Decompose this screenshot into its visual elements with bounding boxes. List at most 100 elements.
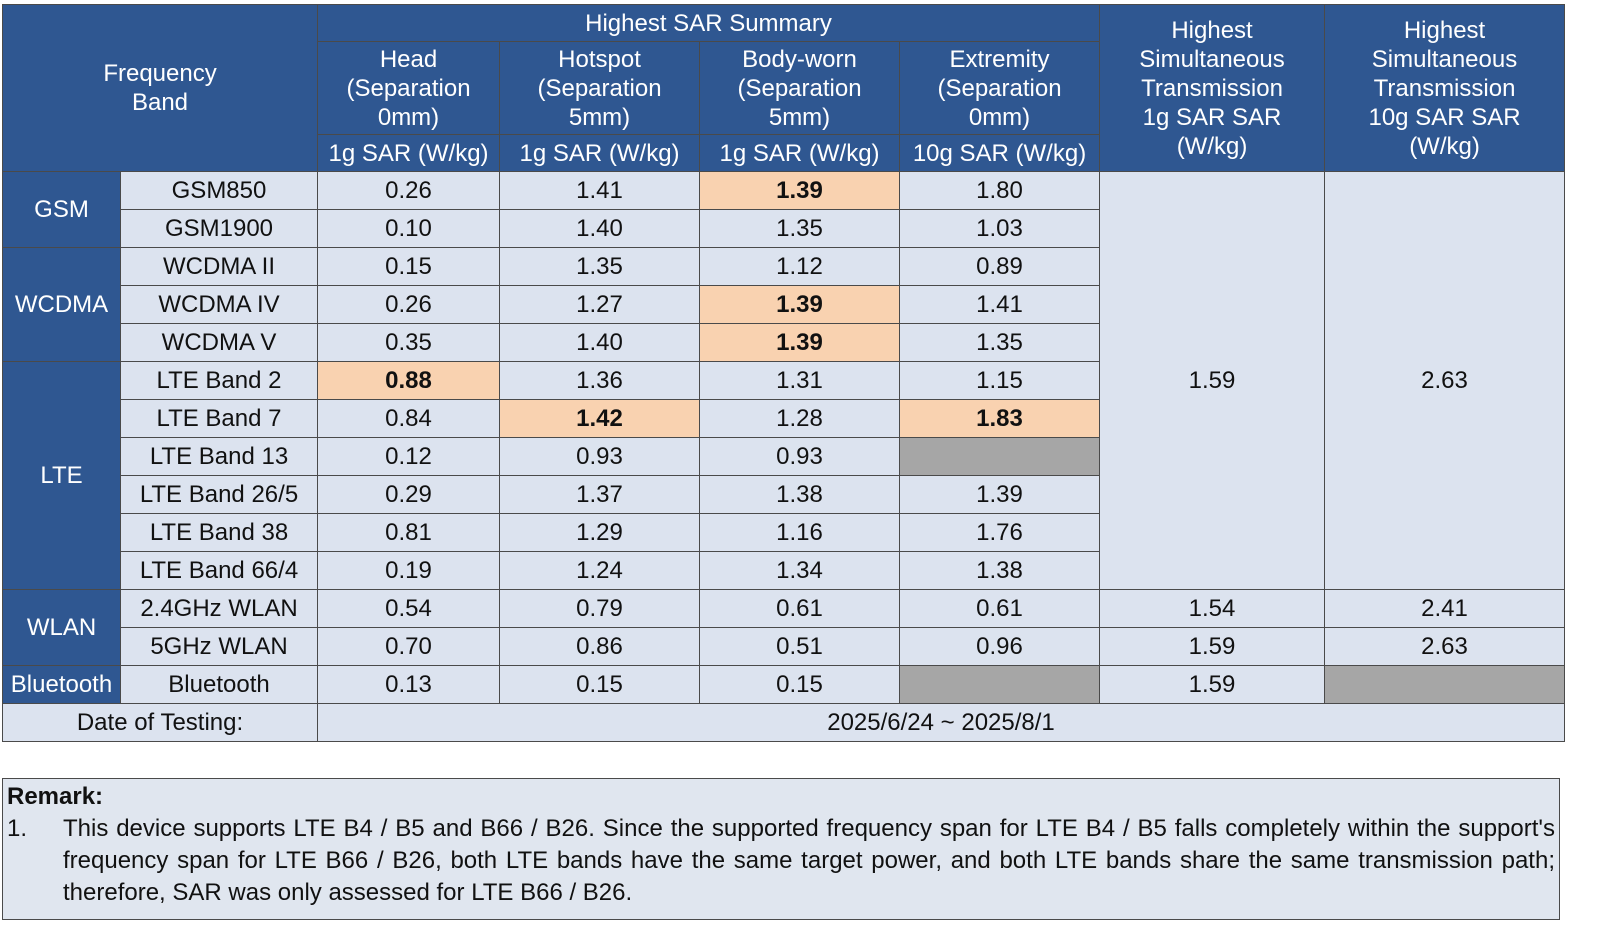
value-cell: 1.40	[499, 209, 701, 248]
value-cell: 1.12	[699, 247, 901, 286]
table-row: GSM1900 0.10 1.40 1.35 1.03	[3, 209, 1565, 248]
header-cell: Head (Separation 0mm)	[317, 41, 501, 135]
value-cell: 1.31	[699, 361, 901, 400]
sim-cell: 2.63	[1324, 171, 1566, 590]
sim-cell: 1.59	[1099, 627, 1326, 666]
band-cell: 2.4GHz WLAN	[119, 589, 319, 628]
header-line: (W/kg)	[1409, 132, 1480, 160]
header-line: Highest	[1403, 16, 1486, 44]
value-cell: 0.81	[317, 513, 501, 552]
sim-cell: 2.41	[1324, 589, 1566, 628]
header-cell: Frequency Band	[1, 4, 319, 172]
header-line: (Separation	[346, 74, 471, 102]
value-cell: 1.36	[499, 361, 701, 400]
group-cell: WLAN	[2, 589, 121, 666]
remark-text: This device supports LTE B4 / B5 and B66…	[63, 815, 1555, 906]
header-line: Highest	[1171, 16, 1253, 44]
header-cell: 1g SAR (W/kg)	[499, 134, 701, 172]
value-cell: 0.86	[499, 627, 701, 666]
header-line: Hotspot	[558, 45, 641, 73]
value-cell: 0.15	[499, 665, 701, 704]
header-cell: Body-worn (Separation 5mm)	[699, 41, 901, 135]
group-cell: WCDMA	[2, 247, 121, 362]
value-cell: 1.24	[499, 551, 701, 590]
value-cell: 0.89	[899, 247, 1101, 286]
empty-cell	[899, 665, 1101, 704]
value-cell: 1.35	[899, 323, 1101, 362]
header-line: 1g SAR SAR	[1142, 103, 1282, 131]
value-cell: 1.76	[899, 513, 1101, 552]
band-cell: WCDMA II	[119, 247, 319, 286]
value-cell: 0.15	[699, 665, 901, 704]
value-cell: 1.29	[499, 513, 701, 552]
table-row: LTE Band 26/5 0.29 1.37 1.38 1.39	[3, 475, 1565, 514]
value-cell: 0.35	[317, 323, 501, 362]
band-cell: Bluetooth	[119, 665, 319, 704]
value-cell: 1.37	[499, 475, 701, 514]
date-value: 2025/6/24 ~ 2025/8/1	[317, 703, 1566, 742]
band-cell: LTE Band 13	[119, 437, 319, 476]
remark-box: Remark: 1. This device supports LTE B4 / B…	[2, 778, 1560, 920]
header-line: 0mm)	[968, 103, 1031, 131]
table-row: WCDMA WCDMA II 0.15 1.35 1.12 0.89	[2, 247, 1565, 362]
value-cell: 0.84	[317, 399, 501, 438]
header-line: Band	[131, 89, 189, 116]
value-cell: 0.54	[317, 589, 501, 628]
value-cell: 1.03	[899, 209, 1101, 248]
table-row: LTE Band 38 0.81 1.29 1.16 1.76	[3, 513, 1565, 552]
header-line: Simultaneous	[1371, 45, 1518, 73]
highlight-cell: 1.39	[699, 323, 901, 362]
value-cell: 0.96	[899, 627, 1101, 666]
value-cell: 0.15	[317, 247, 501, 286]
table-row: WCDMA V 0.35 1.40 1.39 1.35	[3, 323, 1565, 362]
remark-title: Remark:	[7, 783, 104, 810]
value-cell: 1.28	[699, 399, 901, 438]
table-header: Frequency Band Highest SAR Summary Highes…	[1, 4, 1566, 172]
value-cell: 1.35	[699, 209, 901, 248]
header-cell: Highest SAR Summary	[317, 4, 1101, 42]
band-cell: LTE Band 2	[119, 361, 319, 400]
sim-cell: 1.54	[1099, 589, 1326, 628]
value-cell: 0.70	[317, 627, 501, 666]
value-cell: 0.13	[317, 665, 501, 704]
band-cell: GSM1900	[119, 209, 319, 248]
value-cell: 0.61	[699, 589, 901, 628]
header-cell: 10g SAR (W/kg)	[899, 134, 1101, 172]
value-cell: 0.26	[317, 171, 501, 210]
header-line: Frequency	[103, 60, 217, 87]
value-cell: 1.35	[499, 247, 701, 286]
highlight-cell: 1.39	[699, 171, 901, 210]
value-cell: 0.19	[317, 551, 501, 590]
value-cell: 0.93	[699, 437, 901, 476]
value-cell: 0.79	[499, 589, 701, 628]
date-row: Date of Testing: 2025/6/24 ~ 2025/8/1	[1, 703, 1566, 742]
group-cell: GSM	[2, 171, 121, 248]
band-cell: 5GHz WLAN	[119, 627, 319, 666]
value-cell: 1.38	[899, 551, 1101, 590]
header-line: Simultaneous	[1139, 45, 1285, 73]
header-line: 0mm)	[377, 103, 440, 131]
band-cell: WCDMA IV	[119, 285, 319, 324]
header-line: Transmission	[1373, 74, 1516, 102]
header-line: 5mm)	[568, 103, 631, 131]
value-cell: 1.27	[499, 285, 701, 324]
value-cell: 1.41	[899, 285, 1101, 324]
table-row: LTE Band 7 0.84 1.42 1.28 1.83	[3, 399, 1565, 438]
highlight-cell: 1.83	[899, 399, 1101, 438]
header-cell: Hotspot (Separation 5mm)	[499, 41, 701, 135]
header-cell: 1g SAR (W/kg)	[317, 134, 501, 172]
value-cell: 0.12	[317, 437, 501, 476]
group-cell: LTE	[2, 361, 121, 590]
band-cell: LTE Band 38	[119, 513, 319, 552]
table-row: WLAN 2.4GHz WLAN 0.54 0.79 0.61 0.61 1.54 2.41	[2, 589, 1566, 666]
table-row: Bluetooth Bluetooth 0.13 0.15 0.15 1.59	[2, 665, 1566, 704]
header-cell: Highest Simultaneous Transmission 10g SAR S…	[1324, 4, 1566, 172]
sar-table: Frequency Band Highest SAR Summary Highes…	[1, 4, 1566, 742]
band-cell: LTE Band 26/5	[119, 475, 319, 514]
value-cell: 1.38	[699, 475, 901, 514]
header-cell: Extremity (Separation 0mm)	[899, 41, 1101, 135]
value-cell: 0.26	[317, 285, 501, 324]
value-cell: 1.39	[899, 475, 1101, 514]
value-cell: 1.15	[899, 361, 1101, 400]
